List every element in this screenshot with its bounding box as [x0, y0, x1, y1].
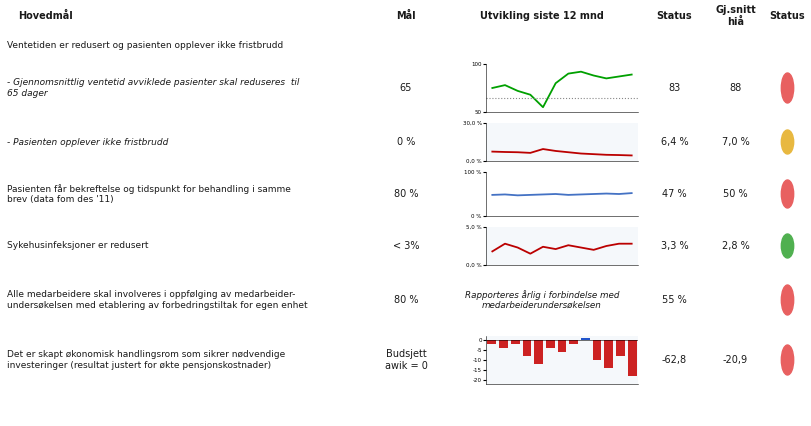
Text: Utvikling siste 12 mnd: Utvikling siste 12 mnd — [480, 11, 604, 21]
Text: 88: 88 — [729, 83, 741, 93]
Text: < 3%: < 3% — [393, 241, 419, 251]
Text: 6,4 %: 6,4 % — [661, 137, 689, 147]
Text: 80 %: 80 % — [394, 295, 418, 305]
Text: 80 %: 80 % — [394, 189, 418, 199]
Text: - Gjennomsnittlig ventetid avviklede pasienter skal reduseres  til
65 dager: - Gjennomsnittlig ventetid avviklede pas… — [7, 78, 300, 98]
Ellipse shape — [781, 345, 794, 375]
Text: 2,8 %: 2,8 % — [722, 241, 749, 251]
Ellipse shape — [781, 130, 794, 154]
Ellipse shape — [781, 73, 794, 103]
Text: Rapporteres årlig i forbindelse med
medarbeiderundersøkelsen: Rapporteres årlig i forbindelse med meda… — [465, 290, 619, 310]
Ellipse shape — [781, 234, 794, 258]
Text: 83: 83 — [668, 83, 680, 93]
Ellipse shape — [781, 285, 794, 315]
Text: - Pasienten opplever ikke fristbrudd: - Pasienten opplever ikke fristbrudd — [7, 138, 169, 147]
Text: -62,8: -62,8 — [662, 355, 687, 365]
Text: -20,9: -20,9 — [723, 355, 748, 365]
Text: Sykehusinfeksjoner er redusert: Sykehusinfeksjoner er redusert — [7, 242, 149, 250]
Text: Mål: Mål — [397, 11, 416, 21]
Text: 3,3 %: 3,3 % — [661, 241, 689, 251]
Ellipse shape — [781, 180, 794, 208]
Text: Ventetiden er redusert og pasienten opplever ikke fristbrudd: Ventetiden er redusert og pasienten oppl… — [7, 40, 284, 49]
Text: Pasienten får bekreftelse og tidspunkt for behandling i samme
brev (data fom des: Pasienten får bekreftelse og tidspunkt f… — [7, 184, 291, 204]
Text: 55 %: 55 % — [662, 295, 687, 305]
Text: Budsjett
awik = 0: Budsjett awik = 0 — [384, 349, 427, 371]
Text: 50 %: 50 % — [723, 189, 748, 199]
Text: Status: Status — [770, 11, 805, 21]
Text: 0 %: 0 % — [397, 137, 415, 147]
Text: Alle medarbeidere skal involveres i oppfølging av medarbeider-
undersøkelsen med: Alle medarbeidere skal involveres i oppf… — [7, 290, 308, 310]
Text: Hovedmål: Hovedmål — [19, 11, 73, 21]
Text: 7,0 %: 7,0 % — [722, 137, 749, 147]
Text: Status: Status — [657, 11, 693, 21]
Text: 65: 65 — [400, 83, 412, 93]
Text: 47 %: 47 % — [663, 189, 687, 199]
Text: Det er skapt økonomisk handlingsrom som sikrer nødvendige
investeringer (resulta: Det er skapt økonomisk handlingsrom som … — [7, 350, 285, 370]
Text: Gj.snitt
hiå: Gj.snitt hiå — [715, 5, 756, 27]
